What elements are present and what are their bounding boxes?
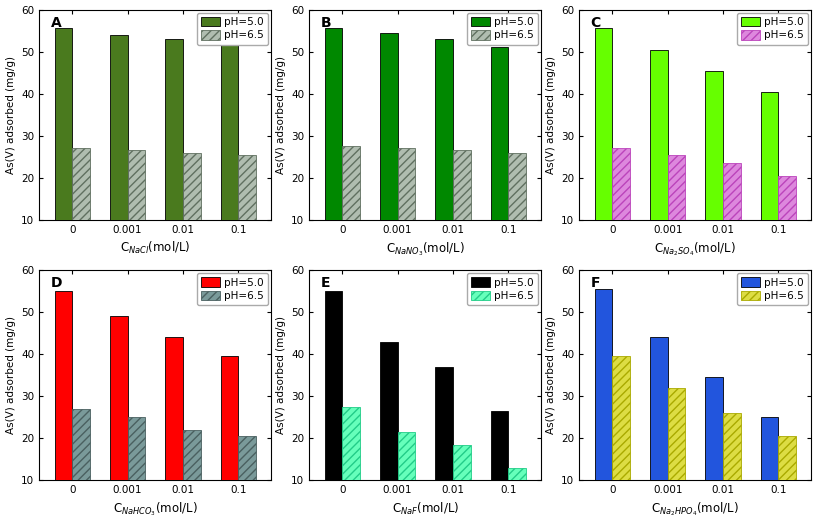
Legend: pH=5.0, pH=6.5: pH=5.0, pH=6.5	[467, 274, 538, 305]
Bar	[342, 146, 360, 262]
Bar	[761, 92, 779, 262]
Text: F: F	[591, 277, 600, 290]
Y-axis label: As(V) adsorbed (mg/g): As(V) adsorbed (mg/g)	[275, 56, 286, 173]
X-axis label: C$_{NaNO_3}$(mol/L): C$_{NaNO_3}$(mol/L)	[386, 241, 465, 258]
Bar	[239, 436, 256, 522]
Y-axis label: As(V) adsorbed (mg/g): As(V) adsorbed (mg/g)	[6, 316, 16, 434]
Legend: pH=5.0, pH=6.5: pH=5.0, pH=6.5	[467, 13, 538, 45]
Text: C: C	[591, 16, 601, 30]
Bar	[221, 356, 239, 522]
Bar	[612, 356, 630, 522]
Y-axis label: As(V) adsorbed (mg/g): As(V) adsorbed (mg/g)	[546, 316, 556, 434]
Bar	[723, 163, 741, 262]
Bar	[127, 418, 145, 522]
Bar	[435, 39, 453, 262]
Bar	[398, 148, 415, 262]
Bar	[453, 150, 471, 262]
Bar	[508, 468, 526, 522]
Text: B: B	[321, 16, 332, 30]
Bar	[221, 43, 239, 262]
Bar	[667, 388, 685, 522]
Text: D: D	[51, 277, 62, 290]
X-axis label: C$_{NaHCO_3}$(mol/L): C$_{NaHCO_3}$(mol/L)	[113, 501, 198, 518]
Bar	[761, 418, 779, 522]
Legend: pH=5.0, pH=6.5: pH=5.0, pH=6.5	[737, 274, 808, 305]
Bar	[650, 337, 667, 522]
X-axis label: C$_{NaCl}$(mol/L): C$_{NaCl}$(mol/L)	[120, 241, 190, 256]
Bar	[72, 148, 90, 262]
Bar	[490, 411, 508, 522]
Bar	[165, 39, 183, 262]
Bar	[705, 71, 723, 262]
Bar	[595, 289, 612, 522]
Bar	[779, 436, 796, 522]
Bar	[110, 316, 127, 522]
Y-axis label: As(V) adsorbed (mg/g): As(V) adsorbed (mg/g)	[275, 316, 286, 434]
Bar	[324, 291, 342, 522]
Bar	[705, 377, 723, 522]
Bar	[612, 148, 630, 262]
Bar	[239, 155, 256, 262]
Bar	[324, 28, 342, 262]
Y-axis label: As(V) adsorbed (mg/g): As(V) adsorbed (mg/g)	[546, 56, 556, 173]
Legend: pH=5.0, pH=6.5: pH=5.0, pH=6.5	[737, 13, 808, 45]
Bar	[342, 407, 360, 522]
Bar	[723, 413, 741, 522]
Bar	[380, 342, 398, 522]
Text: E: E	[321, 277, 330, 290]
Bar	[435, 367, 453, 522]
Legend: pH=5.0, pH=6.5: pH=5.0, pH=6.5	[197, 13, 268, 45]
Bar	[127, 150, 145, 262]
Bar	[165, 337, 183, 522]
Text: A: A	[51, 16, 61, 30]
Bar	[779, 176, 796, 262]
Bar	[110, 35, 127, 262]
X-axis label: C$_{Na_2SO_4}$(mol/L): C$_{Na_2SO_4}$(mol/L)	[654, 241, 736, 258]
X-axis label: C$_{Na_2HPO_4}$(mol/L): C$_{Na_2HPO_4}$(mol/L)	[651, 501, 739, 518]
Bar	[72, 409, 90, 522]
Bar	[453, 445, 471, 522]
Bar	[398, 432, 415, 522]
Bar	[508, 152, 526, 262]
Bar	[55, 28, 72, 262]
Bar	[55, 291, 72, 522]
Bar	[183, 152, 201, 262]
Bar	[380, 32, 398, 262]
X-axis label: C$_{NaF}$(mol/L): C$_{NaF}$(mol/L)	[391, 501, 459, 517]
Bar	[183, 430, 201, 522]
Bar	[667, 155, 685, 262]
Y-axis label: As(V) adsorbed (mg/g): As(V) adsorbed (mg/g)	[6, 56, 16, 173]
Legend: pH=5.0, pH=6.5: pH=5.0, pH=6.5	[197, 274, 268, 305]
Bar	[650, 49, 667, 262]
Bar	[490, 47, 508, 262]
Bar	[595, 28, 612, 262]
